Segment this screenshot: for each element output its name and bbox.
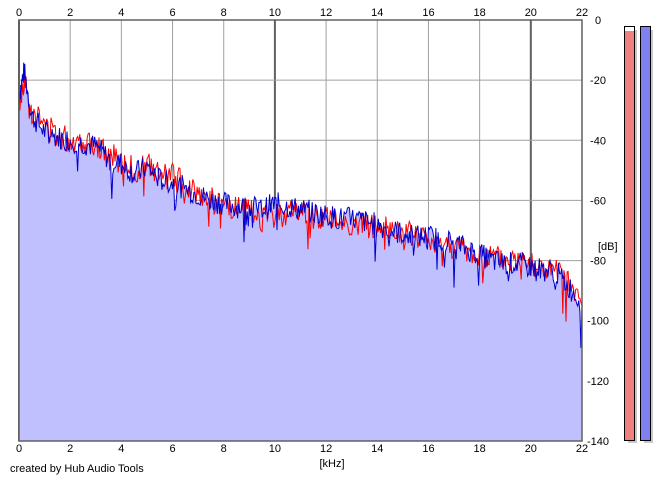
credit-text: created by Hub Audio Tools (10, 463, 144, 475)
x-tick-label-top: 22 (576, 7, 588, 19)
y-tick-label: -120 (587, 376, 609, 388)
x-tick-label-bottom: 14 (371, 443, 383, 455)
x-tick-label-top: 8 (221, 7, 227, 19)
x-tick-label-bottom: 20 (525, 443, 537, 455)
x-tick-labels-bottom: 0 2 4 6 8 10 12 14 16 18 20 22 (16, 443, 588, 455)
plot-frame (18, 19, 583, 442)
series-line-blue (18, 62, 583, 348)
right-channel-level-meter (640, 26, 651, 441)
x-tick-label-top: 4 (118, 7, 124, 19)
series-layer (18, 62, 583, 441)
x-tick-label-top: 18 (474, 7, 486, 19)
y-tick-label: -60 (590, 195, 606, 207)
y-tick-label: 0 (595, 15, 601, 27)
x-tick-label-bottom: 16 (422, 443, 434, 455)
y-tick-label: -80 (590, 256, 606, 268)
x-axis-label: [kHz] (319, 458, 344, 470)
x-tick-label-top: 16 (422, 7, 434, 19)
x-tick-label-top: 10 (269, 7, 281, 19)
y-tick-label: -40 (590, 135, 606, 147)
y-tick-label: -20 (590, 75, 606, 87)
x-tick-label-bottom: 2 (67, 443, 73, 455)
x-tick-label-bottom: 10 (269, 443, 281, 455)
y-axis-label: [dB] (598, 241, 618, 253)
x-tick-label-top: 0 (16, 7, 22, 19)
y-tick-label: -140 (587, 436, 609, 448)
x-tick-label-top: 20 (525, 7, 537, 19)
x-tick-labels-top: 0 2 4 6 8 10 12 14 16 18 20 22 (16, 7, 588, 19)
x-tick-label-bottom: 4 (118, 443, 124, 455)
spectrum-fill-area (19, 62, 582, 441)
x-tick-label-bottom: 6 (169, 443, 175, 455)
x-tick-label-top: 6 (169, 7, 175, 19)
x-tick-label-top: 14 (371, 7, 383, 19)
plot-border (18, 19, 583, 442)
x-tick-label-bottom: 0 (16, 443, 22, 455)
left-channel-level-meter (624, 26, 635, 441)
x-tick-label-top: 12 (320, 7, 332, 19)
y-tick-label: -100 (587, 316, 609, 328)
x-tick-label-bottom: 22 (576, 443, 588, 455)
x-tick-label-bottom: 18 (474, 443, 486, 455)
x-tick-label-bottom: 12 (320, 443, 332, 455)
y-tick-labels: 0 -20 -40 -60 -80 -100 -120 -140 (587, 15, 609, 448)
x-tick-label-bottom: 8 (221, 443, 227, 455)
x-tick-label-top: 2 (67, 7, 73, 19)
